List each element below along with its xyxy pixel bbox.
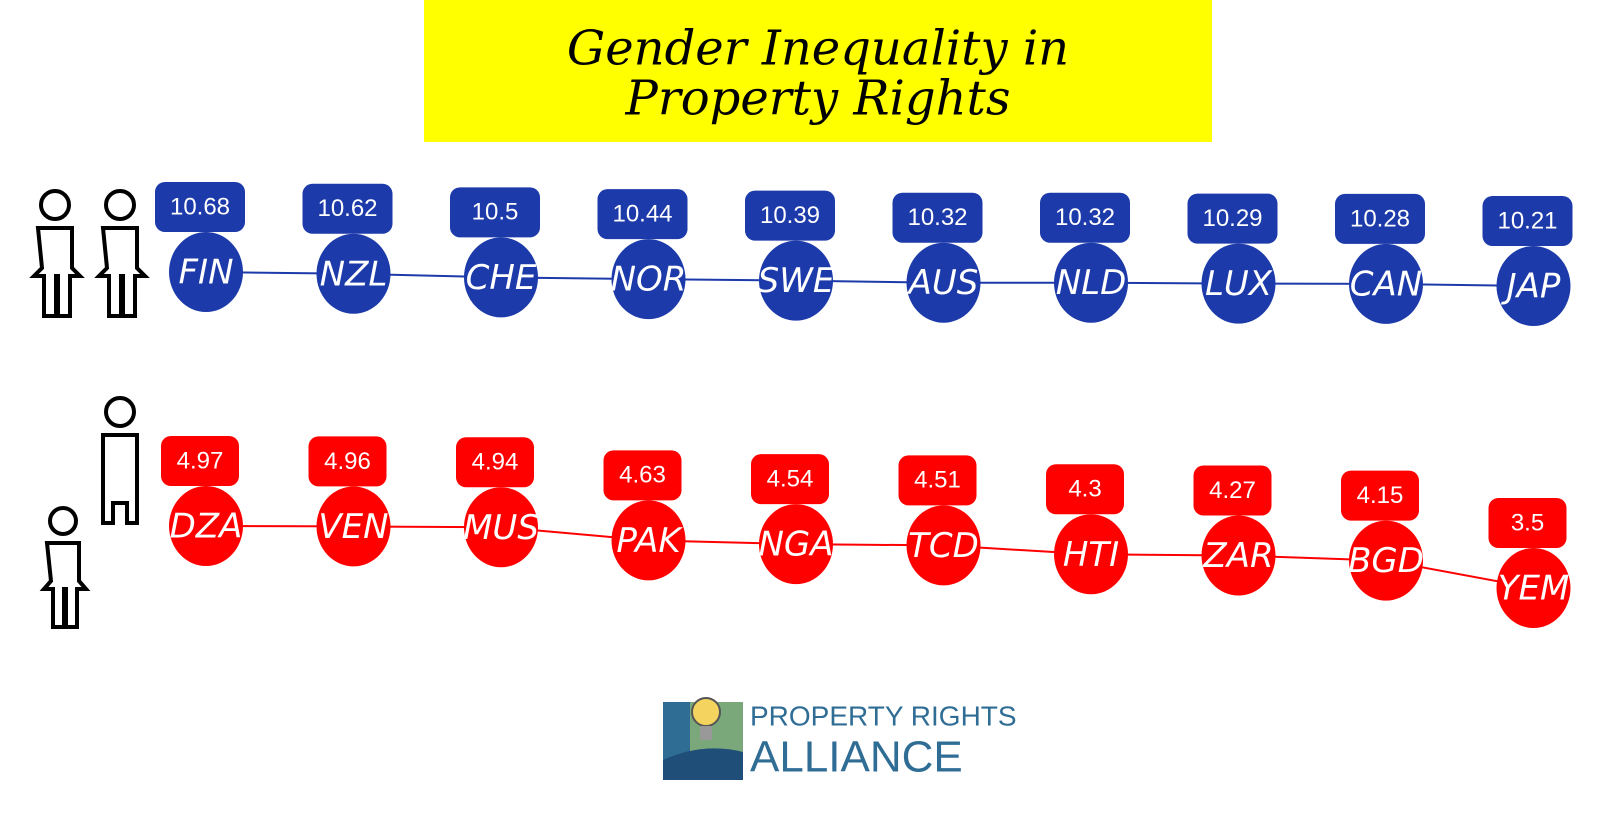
value-label-box bbox=[1335, 193, 1425, 244]
value-label-box bbox=[456, 437, 534, 488]
logo-text: ALLIANCE bbox=[750, 733, 963, 782]
value-label: 10.21 bbox=[1497, 207, 1557, 234]
value-label: 4.3 bbox=[1068, 476, 1101, 503]
value-label: 4.51 bbox=[914, 467, 961, 494]
value-label: 10.44 bbox=[612, 200, 672, 227]
country-marker bbox=[759, 240, 833, 321]
country-marker bbox=[169, 232, 243, 312]
value-label: 10.32 bbox=[907, 204, 967, 231]
value-label: 4.27 bbox=[1209, 477, 1256, 504]
value-label: 10.62 bbox=[317, 195, 377, 222]
country-marker bbox=[169, 486, 243, 566]
country-label: FIN bbox=[178, 253, 233, 293]
country-label: BGD bbox=[1348, 541, 1424, 581]
country-label: YEM bbox=[1498, 569, 1570, 609]
value-label: 10.29 bbox=[1202, 205, 1262, 232]
value-label-box bbox=[450, 187, 540, 238]
country-label: PAK bbox=[616, 521, 683, 561]
country-label: DZA bbox=[170, 507, 243, 547]
country-marker bbox=[611, 500, 686, 581]
country-label: LUX bbox=[1205, 264, 1273, 304]
country-label: NLD bbox=[1056, 263, 1127, 303]
value-label: 4.97 bbox=[177, 447, 224, 474]
title-banner bbox=[424, 0, 1212, 142]
value-label-box bbox=[1187, 193, 1278, 244]
country-marker bbox=[464, 237, 538, 318]
value-label-box bbox=[155, 182, 245, 232]
series-line bbox=[205, 525, 1534, 589]
country-marker bbox=[1054, 242, 1128, 323]
country-label: ZAR bbox=[1202, 536, 1273, 576]
title-line: Gender Inequality in bbox=[567, 21, 1069, 77]
value-label-box bbox=[745, 190, 835, 241]
country-label: SWE bbox=[758, 261, 835, 301]
value-label-box bbox=[1341, 470, 1419, 521]
country-label: NGA bbox=[758, 525, 833, 565]
country-label: NOR bbox=[611, 260, 687, 300]
country-marker bbox=[316, 233, 391, 314]
value-label: 4.54 bbox=[767, 465, 814, 492]
country-label: AUS bbox=[907, 263, 979, 303]
value-label-box bbox=[597, 189, 688, 240]
people-icon-equal bbox=[29, 189, 150, 318]
country-label: NZL bbox=[320, 254, 388, 294]
country-marker bbox=[1349, 243, 1423, 324]
country-marker bbox=[1054, 514, 1128, 595]
country-marker bbox=[906, 505, 981, 586]
country-marker bbox=[464, 487, 538, 568]
logo: PROPERTY RIGHTS ALLIANCE bbox=[663, 697, 1017, 782]
value-label-box bbox=[892, 192, 983, 243]
value-label-box bbox=[1482, 196, 1573, 246]
value-label-box bbox=[603, 450, 682, 501]
value-label-box bbox=[898, 455, 977, 506]
country-marker bbox=[1201, 515, 1276, 596]
series-line bbox=[205, 271, 1534, 287]
value-label-box bbox=[1046, 464, 1124, 515]
value-label: 4.63 bbox=[619, 462, 666, 489]
value-label-box bbox=[161, 436, 239, 486]
country-label: TCD bbox=[908, 526, 979, 566]
country-label: VEN bbox=[318, 507, 388, 547]
value-label-box bbox=[1488, 498, 1567, 548]
value-label: 4.15 bbox=[1357, 482, 1404, 509]
value-label-box bbox=[1193, 465, 1272, 516]
country-marker bbox=[611, 239, 686, 320]
value-label: 3.5 bbox=[1511, 509, 1544, 536]
value-label: 10.32 bbox=[1055, 204, 1115, 231]
title-line: Property Rights bbox=[625, 71, 1011, 127]
value-label-box bbox=[751, 454, 829, 505]
country-label: HTI bbox=[1063, 535, 1119, 575]
country-marker bbox=[759, 504, 833, 585]
country-marker bbox=[1496, 246, 1571, 326]
logo-text: PROPERTY RIGHTS bbox=[750, 700, 1017, 731]
country-label: CHE bbox=[466, 258, 537, 298]
country-marker bbox=[1349, 520, 1423, 601]
value-label: 10.5 bbox=[472, 199, 519, 226]
country-marker bbox=[1496, 548, 1571, 628]
country-marker bbox=[906, 242, 981, 323]
value-label-box bbox=[1040, 192, 1130, 243]
country-label: MUS bbox=[463, 508, 539, 548]
value-label: 10.39 bbox=[760, 202, 820, 229]
people-icon-unequal bbox=[39, 396, 139, 629]
country-label: JAP bbox=[1501, 267, 1561, 307]
value-label: 4.96 bbox=[324, 448, 371, 475]
value-label-box bbox=[302, 183, 393, 234]
value-label: 10.28 bbox=[1350, 205, 1410, 232]
country-marker bbox=[1201, 243, 1276, 324]
country-label: CAN bbox=[1350, 264, 1422, 304]
value-label: 4.94 bbox=[472, 449, 519, 476]
value-label: 10.68 bbox=[170, 193, 230, 220]
country-marker bbox=[316, 486, 391, 567]
value-label-box bbox=[308, 436, 387, 487]
